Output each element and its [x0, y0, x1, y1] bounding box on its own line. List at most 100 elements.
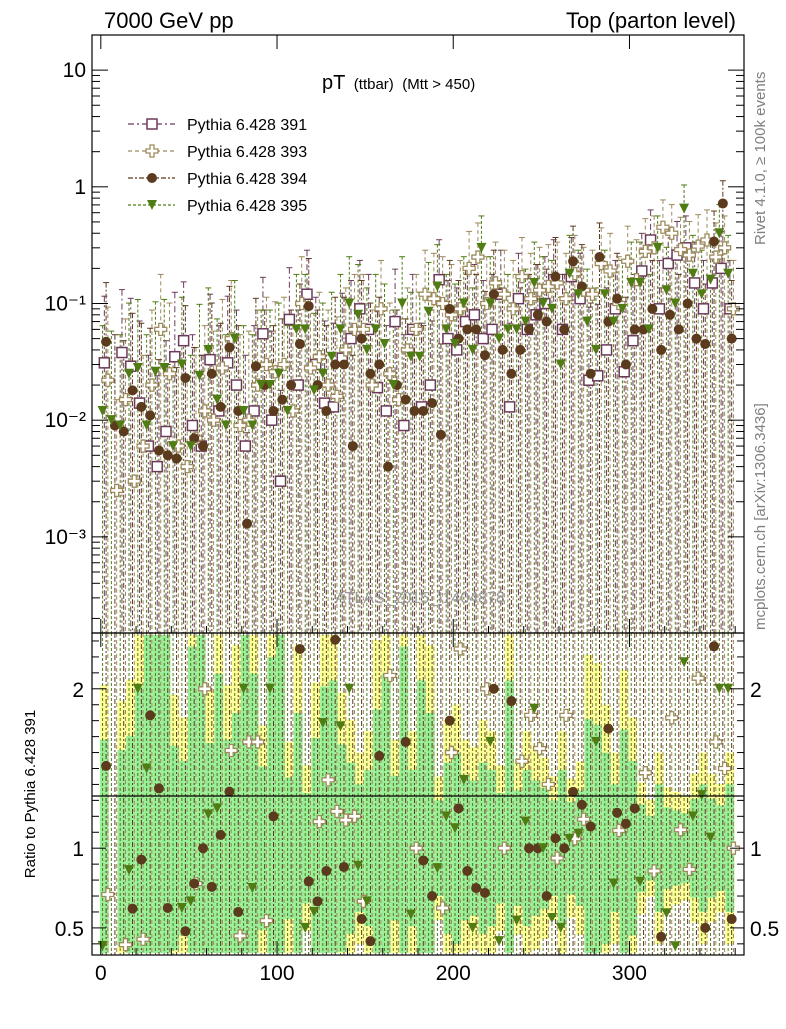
ratio-band-inner [126, 735, 136, 953]
data-point [423, 306, 434, 317]
ratio-point [198, 843, 209, 854]
data-point [568, 256, 579, 267]
data-point [696, 289, 707, 300]
data-point [661, 285, 672, 296]
data-point [515, 269, 529, 284]
data-point [177, 334, 190, 347]
data-point [268, 405, 279, 416]
ratio-point [338, 861, 349, 872]
ratio-band-inner [602, 752, 611, 944]
ratio-point [608, 878, 619, 889]
ratio-point [705, 832, 716, 843]
y-tick-label: 10 [63, 59, 86, 82]
ratio-band-inner [417, 680, 426, 953]
x-tick-label: 0 [95, 962, 107, 985]
data-point [524, 292, 538, 306]
ratio-point [238, 683, 249, 694]
data-point [617, 303, 628, 314]
ratio-band-inner [346, 762, 356, 934]
data-point [282, 405, 293, 416]
ratio-point [462, 865, 473, 876]
data-point [215, 361, 230, 375]
ratio-point [185, 896, 196, 907]
data-markers [97, 198, 741, 952]
data-point [635, 277, 646, 288]
data-point [444, 303, 455, 314]
data-point [506, 368, 517, 379]
ratio-point [212, 803, 223, 814]
data-point [590, 344, 601, 355]
ratio-point [679, 657, 690, 668]
ratio-band-inner [355, 784, 365, 912]
ratio-point [665, 711, 679, 725]
ratio-point [432, 863, 443, 874]
data-point [636, 265, 648, 277]
data-point [687, 268, 698, 279]
data-point [485, 298, 496, 309]
data-point [124, 368, 135, 379]
data-point [370, 324, 381, 335]
ratio-point [124, 865, 135, 876]
ratio-point [330, 804, 344, 819]
data-point [383, 367, 397, 381]
ratio-point [585, 821, 596, 832]
ratio-point [97, 940, 108, 951]
ratio-point [661, 908, 672, 919]
data-point [162, 367, 177, 381]
ratio-point [717, 761, 732, 776]
ratio-point [647, 864, 661, 878]
data-point [670, 298, 681, 309]
data-point [714, 228, 725, 239]
data-point [506, 302, 520, 316]
data-point [374, 302, 388, 316]
data-point [541, 316, 552, 327]
ratio-band-inner [610, 784, 620, 912]
data-point [479, 350, 490, 361]
ratio-point [233, 929, 247, 943]
data-point [356, 333, 367, 344]
ratio-point [374, 750, 385, 761]
data-point [154, 322, 168, 337]
ratio-point [559, 708, 573, 723]
data-point [330, 389, 344, 404]
data-point [265, 414, 278, 426]
data-point [286, 380, 297, 391]
ratio-band-inner [487, 770, 497, 927]
ratio-point [555, 922, 566, 933]
data-point [538, 298, 549, 309]
data-point [312, 350, 326, 364]
data-point [220, 420, 231, 431]
data-point [151, 460, 163, 473]
data-point [391, 392, 406, 407]
data-point [189, 433, 200, 444]
ratio-band-inner [628, 760, 638, 936]
data-point [418, 405, 429, 416]
ratio-band-inner [329, 680, 338, 953]
ratio-point [176, 902, 187, 913]
data-point [409, 322, 423, 337]
data-point [477, 332, 489, 345]
data-point [511, 324, 522, 335]
data-point [418, 287, 432, 301]
data-point [409, 405, 420, 416]
data-point [162, 450, 173, 461]
ratio-point [400, 736, 411, 747]
data-point [594, 256, 608, 271]
ratio-band-inner [469, 780, 479, 916]
ratio-point [198, 682, 212, 696]
ratio-band-inner [99, 739, 109, 953]
ratio-point [550, 851, 564, 865]
legend: Pythia 6.428 391 Pythia 6.428 393 Pythia 6… [128, 117, 307, 215]
data-point [277, 394, 288, 405]
ratio-band-inner [619, 729, 629, 953]
ratio-point [620, 818, 631, 829]
ratio-point [162, 902, 173, 913]
ratio-point [479, 887, 490, 898]
ratio-point [189, 878, 200, 889]
data-point [673, 324, 684, 335]
ratio-point [247, 883, 258, 894]
data-point [444, 308, 459, 322]
ratio-band-inner [478, 762, 488, 934]
data-point [321, 405, 332, 416]
